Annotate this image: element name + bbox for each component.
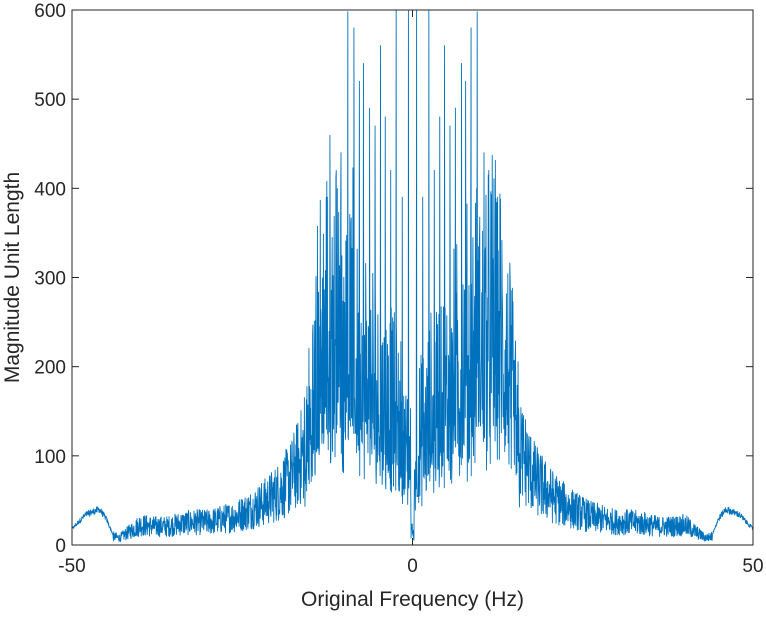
- y-tick-label: 100: [34, 447, 66, 468]
- plot-area: [72, 10, 753, 545]
- series-line: [72, 10, 753, 543]
- y-axis-label: Magnitude Unit Length: [1, 172, 24, 383]
- x-tick-label: -50: [58, 556, 85, 577]
- x-axis-label: Original Frequency (Hz): [301, 588, 524, 611]
- y-tick-label: 400: [34, 179, 66, 200]
- y-tick-label: 300: [34, 269, 66, 290]
- x-tick-label: 0: [407, 556, 418, 577]
- y-tick-label: 600: [34, 1, 66, 22]
- x-tick-label: 50: [742, 556, 763, 577]
- y-tick-label: 500: [34, 90, 66, 111]
- y-tick-label: 200: [34, 358, 66, 379]
- data-layer: [72, 10, 753, 543]
- y-tick-label: 0: [55, 536, 66, 557]
